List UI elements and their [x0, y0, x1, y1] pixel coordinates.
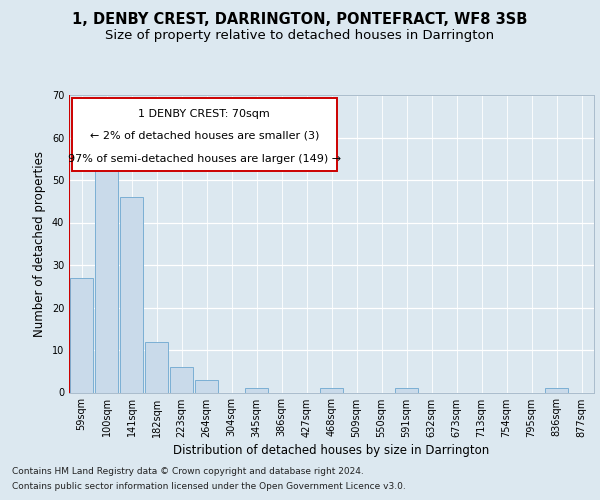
FancyBboxPatch shape [71, 98, 337, 171]
Bar [70, 278, 93, 392]
X-axis label: Distribution of detached houses by size in Darrington: Distribution of detached houses by size … [173, 444, 490, 456]
Text: 1 DENBY CREST: 70sqm: 1 DENBY CREST: 70sqm [139, 109, 270, 119]
Text: Size of property relative to detached houses in Darrington: Size of property relative to detached ho… [106, 29, 494, 42]
Bar [170, 367, 193, 392]
Bar [320, 388, 343, 392]
Text: ← 2% of detached houses are smaller (3): ← 2% of detached houses are smaller (3) [89, 131, 319, 141]
Text: 97% of semi-detached houses are larger (149) →: 97% of semi-detached houses are larger (… [68, 154, 341, 164]
Text: 1, DENBY CREST, DARRINGTON, PONTEFRACT, WF8 3SB: 1, DENBY CREST, DARRINGTON, PONTEFRACT, … [73, 12, 527, 28]
Bar [95, 154, 118, 392]
Text: Contains public sector information licensed under the Open Government Licence v3: Contains public sector information licen… [12, 482, 406, 491]
Bar [545, 388, 568, 392]
Bar [245, 388, 268, 392]
Bar [395, 388, 418, 392]
Bar [120, 197, 143, 392]
Text: Contains HM Land Registry data © Crown copyright and database right 2024.: Contains HM Land Registry data © Crown c… [12, 467, 364, 476]
Bar [195, 380, 218, 392]
Y-axis label: Number of detached properties: Number of detached properties [33, 151, 46, 337]
Bar [145, 342, 168, 392]
